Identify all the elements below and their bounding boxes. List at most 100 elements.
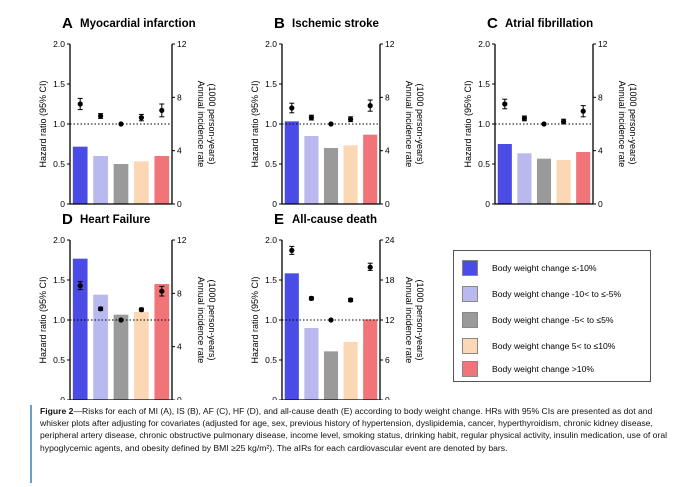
panel-title: Atrial fibrillation	[505, 18, 593, 30]
hr-point	[138, 115, 144, 121]
hr-point	[159, 288, 165, 294]
right-axis-label: Annual incidence rate	[196, 81, 206, 168]
left-tick-label: 2.0	[265, 235, 277, 245]
hr-point	[159, 107, 165, 113]
bar	[304, 136, 319, 204]
legend-item: Body weight change ≤-10%	[462, 260, 597, 276]
bar	[72, 146, 88, 204]
right-tick-label: 6	[385, 355, 390, 365]
right-tick-label: 4	[598, 146, 603, 156]
left-tick-label: 0.5	[265, 159, 277, 169]
left-axis-label: Hazard ratio (95% CI)	[250, 276, 260, 363]
hr-point	[308, 115, 314, 121]
left-tick-label: 2.0	[478, 39, 490, 49]
bar	[343, 342, 358, 400]
panel-C: C Atrial fibrillation 0 0.5 1.0 1.5 2.0 0 4 8 12 Ha…	[463, 15, 638, 209]
left-tick-label: 0	[60, 395, 65, 400]
panel-B: B Ischemic stroke 0 0.5 1.0 1.5 2.0 0 4 8 12 Hazard…	[250, 15, 425, 209]
right-tick-label: 0	[598, 199, 603, 209]
legend-item: Body weight change -5< to ≤5%	[462, 312, 614, 328]
left-tick-label: 0	[272, 199, 277, 209]
panel-letter: A	[62, 15, 73, 32]
bar	[517, 153, 532, 204]
right-tick-label: 0	[385, 199, 390, 209]
right-axis-label: (1000 person-years)	[207, 83, 217, 164]
right-axis-label: (1000 person-years)	[207, 279, 217, 360]
right-tick-label: 0	[385, 395, 390, 400]
bar	[323, 351, 339, 400]
legend-swatch-5	[462, 361, 478, 377]
right-tick-label: 24	[385, 235, 395, 245]
bar	[284, 121, 299, 204]
panel-letter: D	[62, 211, 73, 228]
right-tick-label: 0	[177, 199, 182, 209]
bar	[363, 319, 378, 400]
hr-point	[328, 317, 334, 323]
panel-title: Heart Failure	[80, 214, 150, 226]
right-tick-label: 12	[177, 235, 187, 245]
left-tick-label: 2.0	[265, 39, 277, 49]
right-tick-label: 8	[177, 288, 182, 298]
bar	[93, 294, 108, 400]
panel-A: A Myocardial infarction 0 0.5 1.0 1.5 2.0 0 4 8 12…	[38, 15, 217, 209]
left-tick-label: 1.5	[265, 79, 277, 89]
panel-letter: B	[274, 15, 285, 32]
hr-point	[348, 116, 354, 122]
hr-point	[308, 295, 314, 301]
legend-swatch-4	[462, 338, 478, 354]
chart-legend: Body weight change ≤-10% Body weight cha…	[453, 250, 651, 382]
bar	[113, 164, 129, 204]
left-tick-label: 0.5	[53, 355, 65, 365]
hr-point	[328, 121, 334, 127]
panel-title: All-cause death	[292, 214, 377, 226]
bar	[343, 145, 358, 204]
legend-swatch-3	[462, 312, 478, 328]
caption-figure-label: Figure 2	[40, 406, 74, 416]
hr-point	[367, 103, 373, 109]
right-axis-label: (1000 person-years)	[415, 83, 425, 164]
hr-point	[98, 113, 104, 119]
legend-label: Body weight change >10%	[492, 364, 595, 374]
left-tick-label: 0.5	[265, 355, 277, 365]
right-axis-label: Annual incidence rate	[617, 81, 627, 168]
left-tick-label: 0	[60, 199, 65, 209]
right-tick-label: 12	[385, 39, 395, 49]
left-tick-label: 1.0	[265, 315, 277, 325]
legend-item: Body weight change -10< to ≤-5%	[462, 286, 621, 302]
bar	[154, 284, 170, 400]
hr-point	[541, 121, 547, 127]
bar	[576, 152, 591, 204]
hr-point	[348, 297, 354, 303]
left-tick-label: 1.5	[478, 79, 490, 89]
hr-point	[98, 306, 104, 312]
hr-point	[521, 115, 528, 121]
right-axis-label: Annual incidence rate	[196, 277, 206, 364]
left-tick-label: 1.0	[53, 315, 65, 325]
left-tick-label: 0.5	[478, 159, 490, 169]
hr-point	[367, 264, 373, 270]
left-tick-label: 1.5	[53, 79, 65, 89]
figure-panels: A Myocardial infarction 0 0.5 1.0 1.5 2.0 0 4 8 12…	[38, 15, 638, 400]
legend-label: Body weight change 5< to ≤10%	[492, 341, 616, 351]
right-tick-label: 4	[385, 146, 390, 156]
panel-letter: E	[274, 211, 284, 228]
left-tick-label: 0	[272, 395, 277, 400]
left-tick-label: 1.0	[53, 119, 65, 129]
left-tick-label: 0	[485, 199, 490, 209]
hr-point	[289, 105, 295, 111]
left-axis-label: Hazard ratio (95% CI)	[463, 80, 473, 167]
right-tick-label: 0	[177, 395, 182, 400]
left-tick-label: 1.5	[53, 275, 65, 285]
right-tick-label: 12	[177, 39, 187, 49]
panel-letter: C	[487, 15, 498, 32]
hr-point	[580, 108, 586, 114]
hr-point	[502, 101, 508, 107]
legend-swatch-1	[462, 260, 478, 276]
bar	[134, 161, 149, 204]
legend-swatch-2	[462, 286, 478, 302]
bar	[497, 144, 512, 204]
panel-title: Ischemic stroke	[292, 18, 379, 30]
hr-point	[118, 121, 124, 127]
legend-label: Body weight change ≤-10%	[492, 263, 597, 273]
bar	[93, 156, 108, 204]
